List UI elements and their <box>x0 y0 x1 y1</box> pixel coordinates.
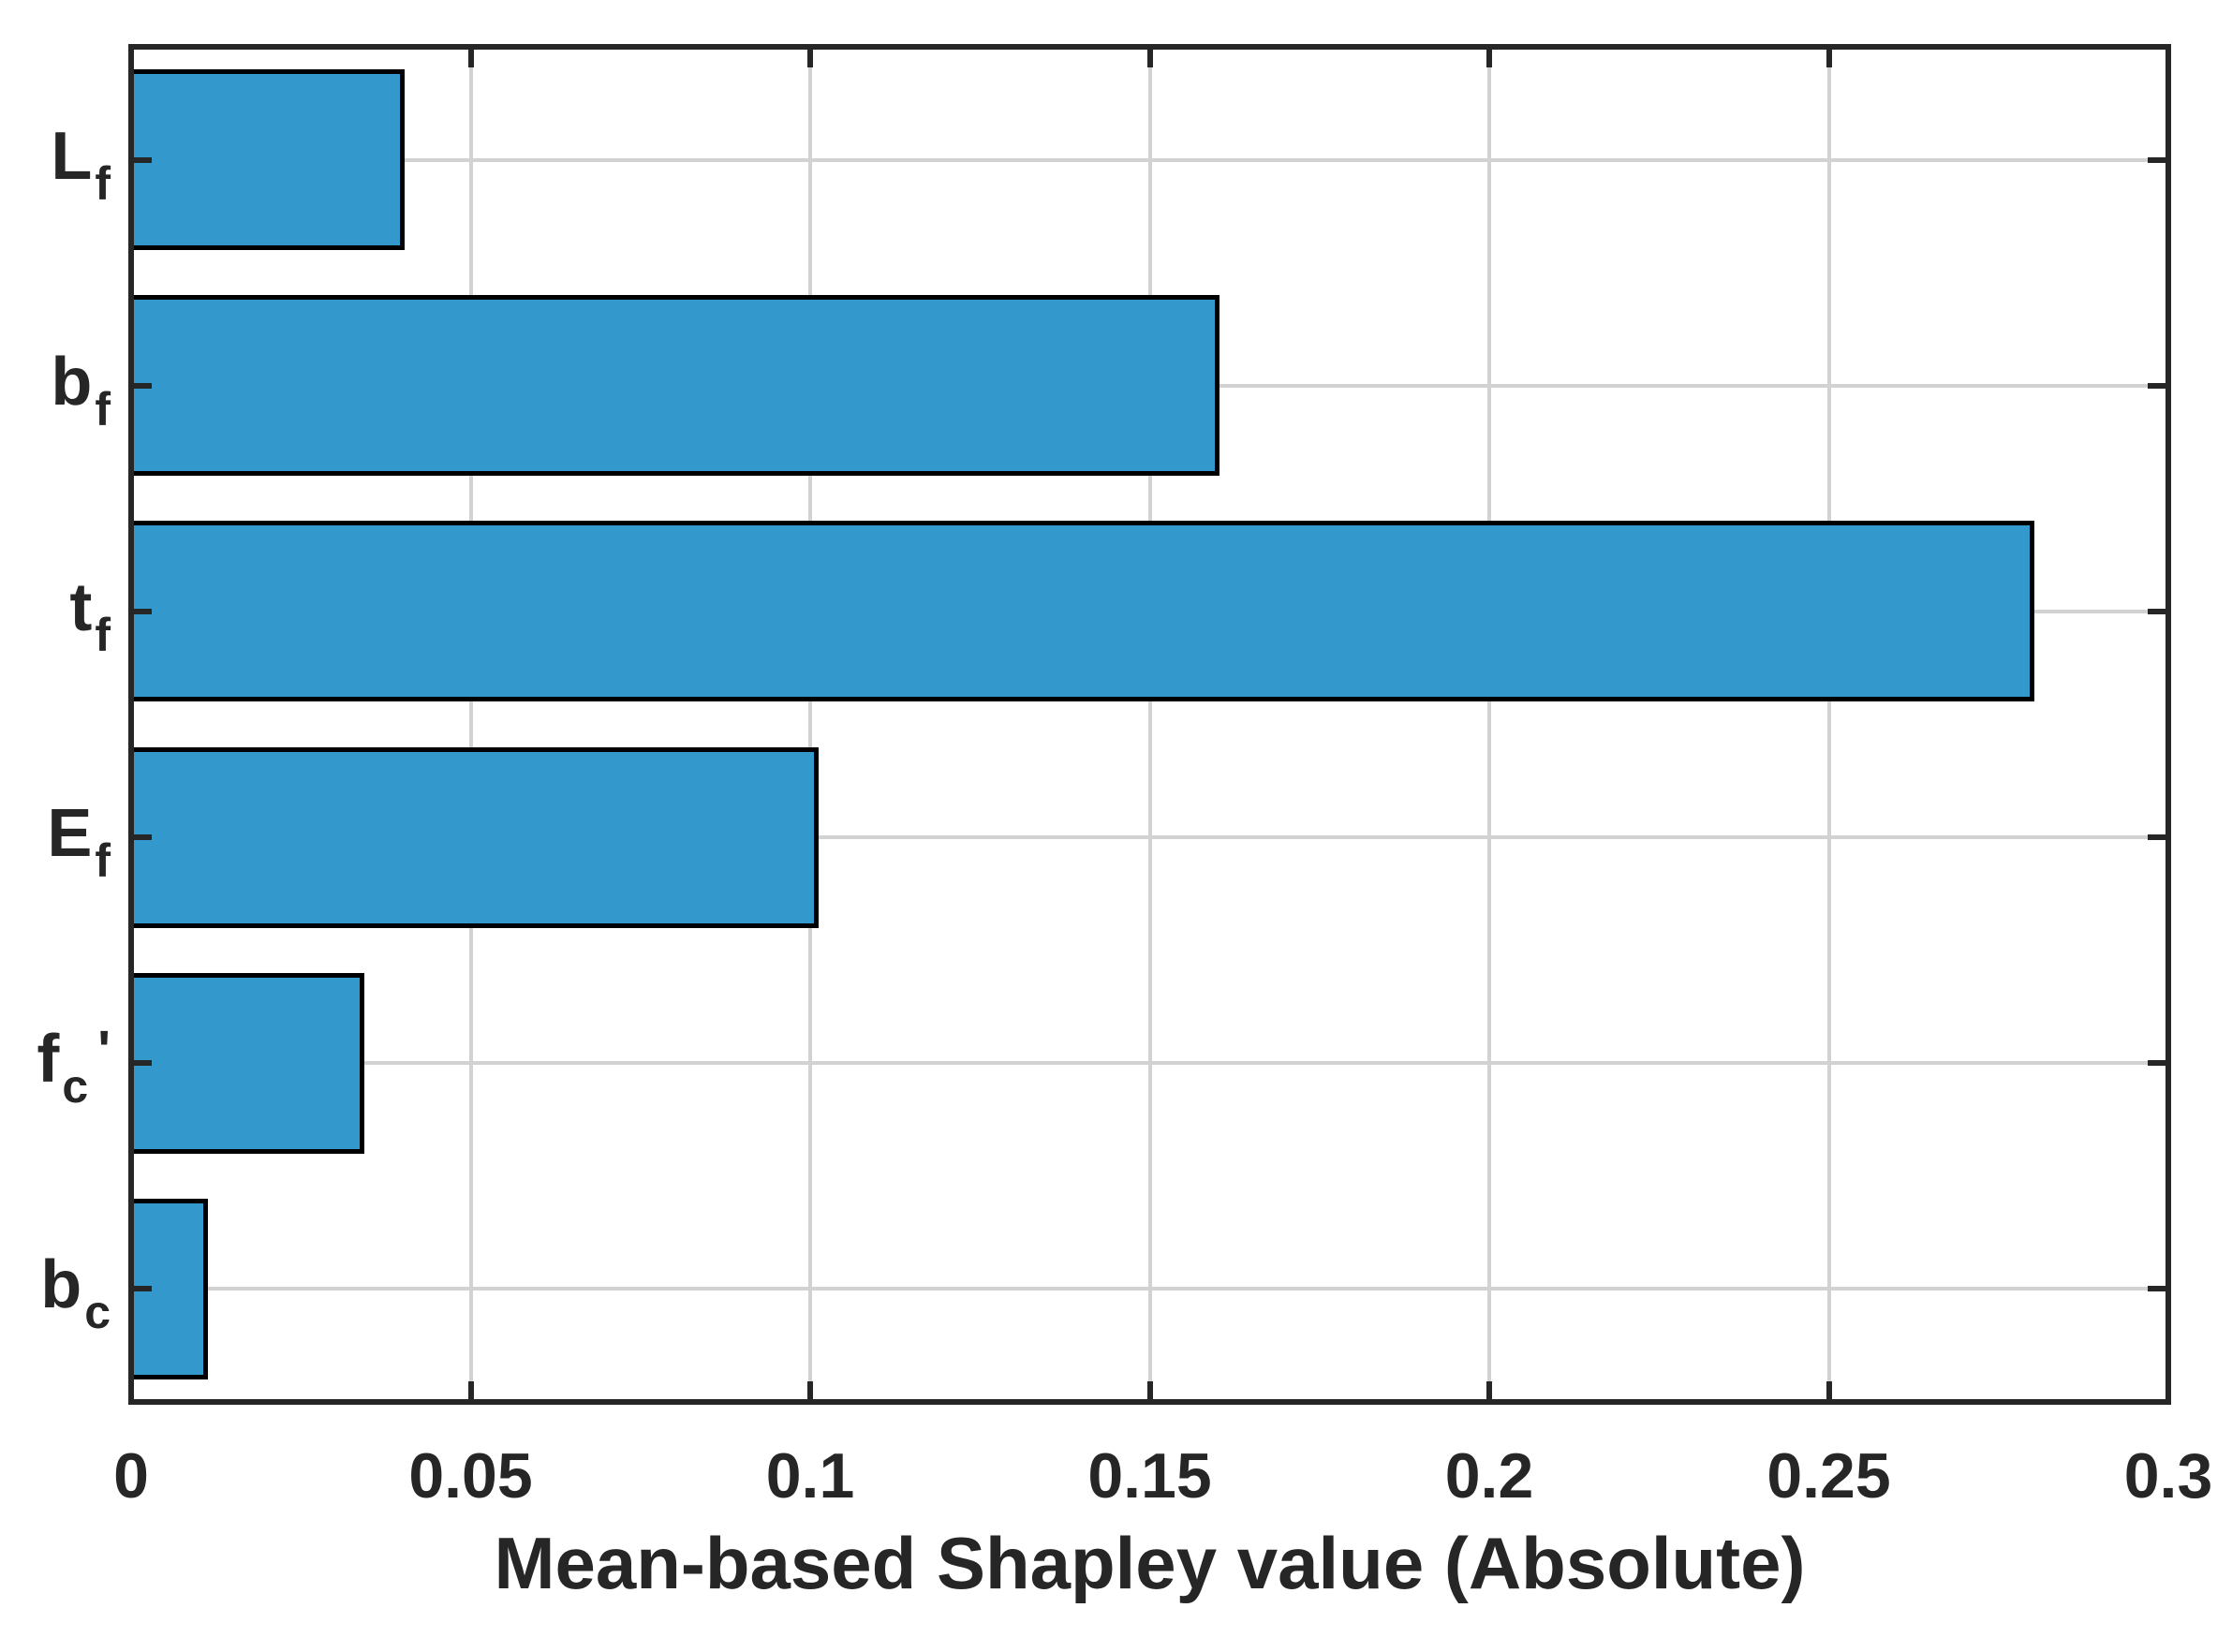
x-tick-mark-top <box>1146 47 1153 67</box>
x-tick-mark <box>1826 1381 1832 1402</box>
x-tick-mark-top <box>128 47 134 67</box>
y-tick-mark <box>131 382 152 389</box>
x-tick-mark-top <box>2165 47 2171 67</box>
axes-frame <box>128 44 2171 1405</box>
x-tick-label: 0.1 <box>765 1440 855 1512</box>
y-tick-mark <box>131 156 152 163</box>
y-label-base: f <box>37 1022 60 1098</box>
y-tick-label-b_f: bf <box>0 344 111 435</box>
y-tick-label-t_f: tf <box>0 574 111 661</box>
y-tick-mark <box>131 1286 152 1292</box>
bar-b_f <box>129 295 1219 477</box>
x-tick-mark-top <box>1486 47 1492 67</box>
x-tick-label: 0.3 <box>2123 1440 2213 1512</box>
y-tick-mark <box>131 1060 152 1067</box>
x-tick-label: 0.2 <box>1444 1440 1534 1512</box>
bar-f_c_prime <box>129 972 364 1154</box>
y-tick-mark-right <box>2148 834 2168 841</box>
x-tick-mark-top <box>807 47 813 67</box>
x-tick-label: 0.25 <box>1766 1440 1891 1512</box>
x-tick-mark <box>467 1381 474 1402</box>
y-label-subscript: f <box>95 834 111 888</box>
y-tick-mark <box>131 608 152 614</box>
gridline-vertical <box>808 47 812 1402</box>
gridline-horizontal <box>131 1287 2168 1291</box>
y-label-subscript: f <box>95 382 111 435</box>
y-label-base: E <box>47 796 93 872</box>
x-tick-mark <box>128 1381 134 1402</box>
y-tick-mark-right <box>2148 608 2168 614</box>
y-label-base: b <box>51 344 93 420</box>
y-tick-mark-right <box>2148 1060 2168 1067</box>
y-label-prime: ' <box>97 1020 111 1082</box>
y-label-subscript: f <box>95 156 111 210</box>
y-label-base: t <box>69 569 93 645</box>
y-tick-label-f_c_prime: fc' <box>0 1020 111 1113</box>
y-tick-label-L_f: Lf <box>0 123 111 210</box>
x-tick-mark <box>807 1381 813 1402</box>
x-tick-label: 0 <box>113 1440 149 1512</box>
x-tick-label: 0.15 <box>1087 1440 1212 1512</box>
y-label-subscript: c <box>84 1286 111 1339</box>
x-tick-mark <box>2165 1381 2171 1402</box>
gridline-vertical <box>1487 47 1491 1402</box>
y-label-subscript: f <box>95 608 111 661</box>
gridline-horizontal <box>131 1061 2168 1066</box>
gridline-vertical <box>468 47 473 1402</box>
x-tick-mark-top <box>1826 47 1832 67</box>
gridline-vertical <box>1826 47 1831 1402</box>
bar-E_f <box>129 746 820 928</box>
x-tick-mark-top <box>467 47 474 67</box>
gridline-vertical <box>1147 47 1152 1402</box>
y-label-subscript: c <box>62 1060 89 1114</box>
x-axis-title: Mean-based Shapley value (Absolute) <box>494 1522 1806 1604</box>
bar-t_f <box>129 521 2034 702</box>
y-label-base: L <box>51 118 93 194</box>
gridline-horizontal <box>131 835 2168 840</box>
y-tick-mark <box>131 834 152 841</box>
y-tick-mark-right <box>2148 156 2168 163</box>
y-tick-mark-right <box>2148 382 2168 389</box>
x-tick-label: 0.05 <box>408 1440 533 1512</box>
x-tick-mark <box>1146 1381 1153 1402</box>
gridline-horizontal <box>131 157 2168 162</box>
y-tick-label-E_f: Ef <box>0 800 111 887</box>
y-tick-mark-right <box>2148 1286 2168 1292</box>
y-label-base: b <box>40 1247 82 1323</box>
y-tick-label-b_c: bc <box>0 1251 111 1338</box>
x-tick-mark <box>1486 1381 1492 1402</box>
bar-L_f <box>129 69 405 251</box>
